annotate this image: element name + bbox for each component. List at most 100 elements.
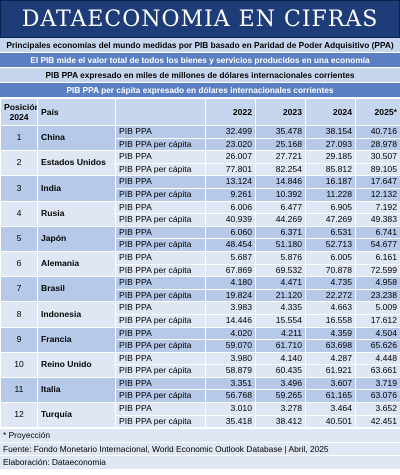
header-cell: 2023 (255, 98, 306, 126)
value-cell: 60.435 (255, 364, 306, 378)
value-cell: 6.371 (255, 225, 306, 240)
header-cell: 2022 (205, 98, 256, 126)
value-cell: 27.093 (305, 137, 356, 152)
position-cell: 10 (0, 351, 38, 378)
header-cell: País (37, 98, 116, 126)
position-cell: 3 (0, 175, 38, 202)
value-cell: 6.905 (305, 200, 356, 215)
metric-label: PIB PPA per cápita (115, 187, 206, 202)
value-cell: 35.478 (255, 125, 306, 139)
info-line: PIB PPA expresado en miles de millones d… (0, 68, 400, 83)
value-cell: 11.228 (305, 187, 356, 202)
value-cell: 59.265 (255, 389, 306, 404)
country-cell: Indonesia (37, 301, 116, 328)
value-cell: 4.735 (305, 276, 356, 290)
value-cell: 4.359 (305, 326, 356, 341)
value-cell: 35.418 (205, 414, 256, 429)
value-cell: 67.869 (205, 263, 256, 278)
value-cell: 4.020 (205, 326, 256, 341)
value-cell: 44.269 (255, 213, 306, 227)
data-row: 12 Turquía PIB PPA 3.010 3.278 3.464 3.652 (0, 402, 400, 429)
value-cell: 40.716 (355, 125, 400, 139)
position-cell: 2 (0, 150, 38, 177)
value-cell: 61.921 (305, 364, 356, 378)
info-line: PIB PPA per cápita expresado en dólares … (0, 83, 400, 98)
value-cell: 54.677 (355, 238, 400, 252)
value-cell: 7.192 (355, 200, 400, 215)
data-row: 3 India PIB PPA 13.124 14.846 16.187 17.647 (0, 175, 400, 202)
metric-label: PIB PPA per cápita (115, 213, 206, 227)
value-cell: 3.719 (355, 376, 400, 391)
value-cell: 4.335 (255, 301, 306, 315)
data-table: Posición 2024 País 2022 2023 2024 2025* … (0, 98, 400, 429)
value-cell: 4.211 (255, 326, 306, 341)
metric-label: PIB PPA per cápita (115, 238, 206, 252)
value-cell: 40.501 (305, 414, 356, 429)
value-cell: 72.599 (355, 263, 400, 278)
info-line: Principales economías del mundo medidas … (0, 38, 400, 53)
country-cell: Rusia (37, 200, 116, 227)
value-cell: 61.165 (305, 389, 356, 404)
metric-label: PIB PPA per cápita (115, 389, 206, 404)
value-cell: 3.278 (255, 402, 306, 416)
header-cell (115, 98, 206, 126)
value-cell: 38.154 (305, 125, 356, 139)
header-cell: 2024 (305, 98, 356, 126)
country-cell: Brasil (37, 276, 116, 303)
country-cell: Reino Unido (37, 351, 116, 378)
value-cell: 17.612 (355, 313, 400, 328)
value-cell: 63.076 (355, 389, 400, 404)
value-cell: 30.507 (355, 150, 400, 164)
country-cell: Alemania (37, 250, 116, 278)
country-cell: Japón (37, 225, 116, 252)
value-cell: 16.558 (305, 313, 356, 328)
value-cell: 82.254 (255, 162, 306, 177)
source: Fuente: Fondo Monetario Internacional, W… (0, 441, 400, 456)
data-row: 7 Brasil PIB PPA 4.180 4.471 4.735 4.958 (0, 276, 400, 303)
value-cell: 9.261 (205, 187, 256, 202)
value-cell: 65.626 (355, 339, 400, 353)
value-cell: 16.187 (305, 175, 356, 189)
data-row: 6 Alemania PIB PPA 5.687 5.876 6.005 6.161 (0, 250, 400, 278)
country-cell: Estados Unidos (37, 150, 116, 177)
value-cell: 49.383 (355, 213, 400, 227)
value-cell: 61.710 (255, 339, 306, 353)
data-row: PIB PPA per cápita 56.768 59.265 61.165 63.0… (1, 389, 400, 404)
value-cell: 25.168 (255, 137, 306, 152)
metric-label: PIB PPA (115, 276, 206, 290)
metric-label: PIB PPA (115, 326, 206, 341)
header-row: Posición 2024 País 2022 2023 2024 2025* (0, 98, 400, 126)
value-cell: 47.269 (305, 213, 356, 227)
metric-label: PIB PPA (115, 376, 206, 391)
value-cell: 52.713 (305, 238, 356, 252)
value-cell: 22.272 (305, 288, 356, 303)
value-cell: 14.846 (255, 175, 306, 189)
value-cell: 13.124 (205, 175, 256, 189)
position-cell: 12 (0, 402, 38, 429)
value-cell: 6.060 (205, 225, 256, 240)
value-cell: 28.978 (355, 137, 400, 152)
data-row: 1 China PIB PPA 32.499 35.478 38.154 40.716 (0, 124, 400, 152)
value-cell: 23.020 (205, 137, 256, 152)
value-cell: 51.180 (255, 238, 306, 252)
value-cell: 4.140 (255, 351, 306, 366)
value-cell: 58.879 (205, 364, 256, 378)
banner-title: DATAECONOMIA EN CIFRAS (0, 0, 400, 38)
data-row: PIB PPA per cápita 19.824 21.120 22.272 23.2… (1, 288, 400, 303)
value-cell: 6.005 (305, 250, 356, 265)
value-cell: 10.392 (255, 187, 306, 202)
metric-label: PIB PPA (115, 200, 206, 215)
value-cell: 3.496 (255, 376, 306, 391)
value-cell: 27.721 (255, 150, 306, 164)
value-cell: 6.161 (355, 250, 400, 265)
data-row: PIB PPA per cápita 9.261 10.392 11.228 12.13… (1, 187, 400, 202)
value-cell: 3.980 (205, 351, 256, 366)
position-cell: 4 (0, 200, 38, 227)
data-row: PIB PPA per cápita 59.070 61.710 63.698 65.6… (1, 339, 400, 353)
value-cell: 3.652 (355, 402, 400, 416)
value-cell: 4.448 (355, 351, 400, 366)
value-cell: 70.878 (305, 263, 356, 278)
metric-label: PIB PPA per cápita (115, 364, 206, 378)
value-cell: 15.554 (255, 313, 306, 328)
